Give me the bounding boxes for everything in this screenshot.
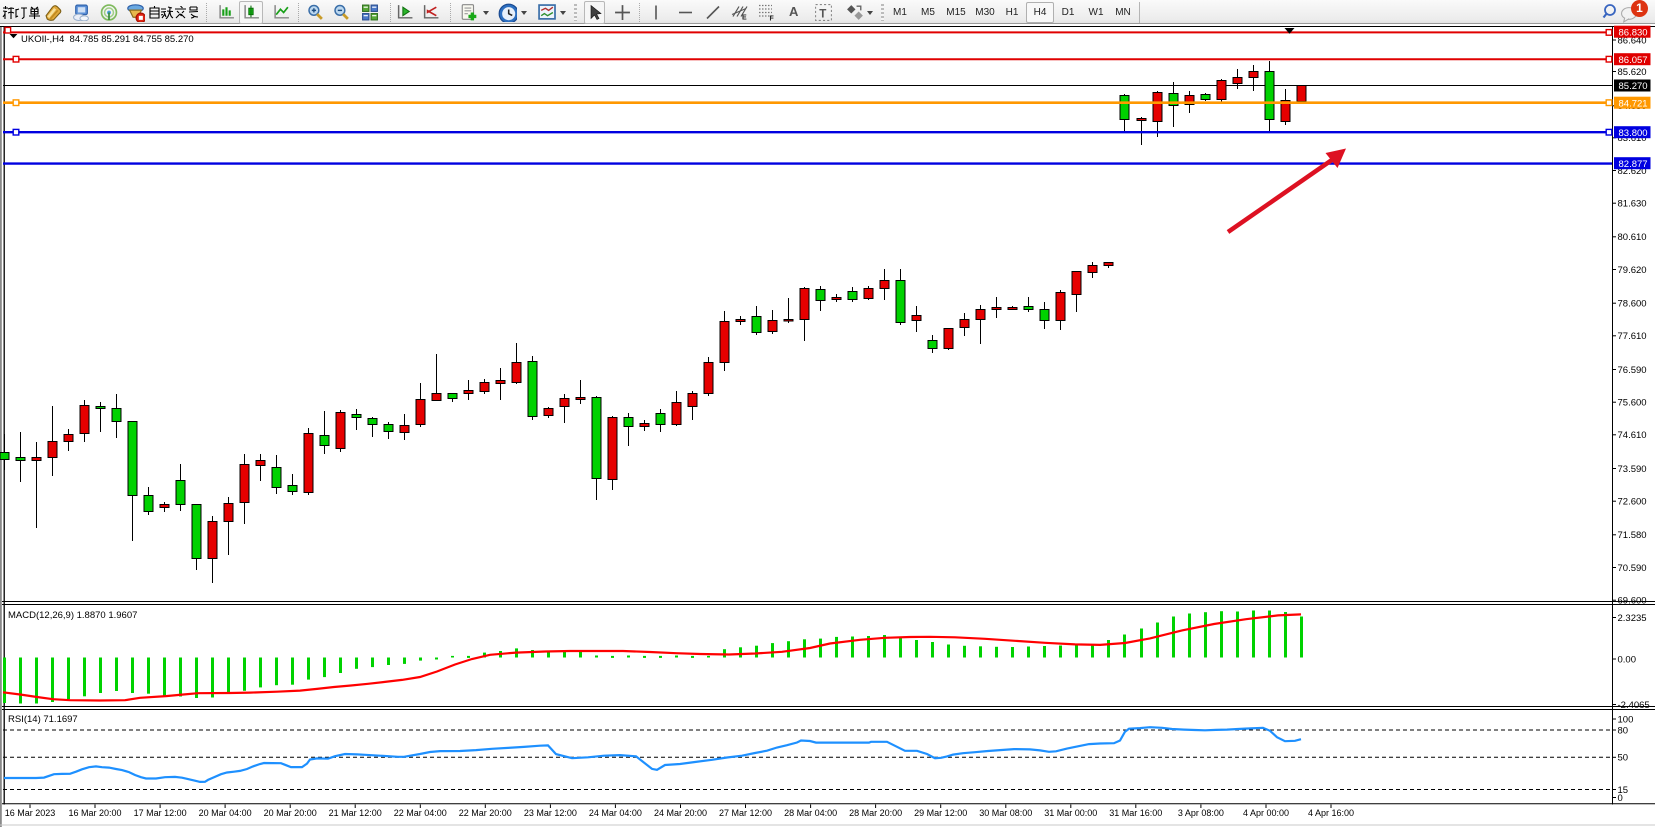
svg-text:50: 50	[1618, 753, 1629, 764]
svg-text:-2.4065: -2.4065	[1618, 700, 1650, 711]
svg-text:28 Mar 20:00: 28 Mar 20:00	[849, 808, 902, 818]
svg-text:79.620: 79.620	[1618, 265, 1647, 276]
svg-text:3 Apr 08:00: 3 Apr 08:00	[1178, 808, 1224, 818]
svg-text:28 Mar 04:00: 28 Mar 04:00	[784, 808, 837, 818]
svg-text:71.580: 71.580	[1618, 530, 1647, 541]
svg-text:23 Mar 12:00: 23 Mar 12:00	[524, 808, 577, 818]
svg-text:82.620: 82.620	[1618, 166, 1647, 177]
svg-text:72.600: 72.600	[1618, 497, 1647, 508]
svg-text:76.590: 76.590	[1618, 365, 1647, 376]
svg-text:100: 100	[1618, 714, 1634, 725]
svg-text:21 Mar 12:00: 21 Mar 12:00	[329, 808, 382, 818]
svg-text:84.721: 84.721	[1619, 98, 1648, 109]
svg-text:70.590: 70.590	[1618, 563, 1647, 574]
svg-text:82.877: 82.877	[1619, 159, 1648, 170]
svg-text:0.00: 0.00	[1618, 654, 1637, 665]
svg-text:31 Mar 00:00: 31 Mar 00:00	[1044, 808, 1097, 818]
svg-text:UKOIl-,H4 84.785 85.291 84.75: UKOIl-,H4 84.785 85.291 84.755 85.270	[21, 34, 194, 45]
svg-text:15: 15	[1618, 785, 1629, 796]
svg-text:85.270: 85.270	[1619, 81, 1648, 92]
svg-text:30 Mar 08:00: 30 Mar 08:00	[979, 808, 1032, 818]
svg-text:31 Mar 16:00: 31 Mar 16:00	[1109, 808, 1162, 818]
svg-text:86.057: 86.057	[1619, 55, 1648, 66]
svg-text:RSI(14) 71.1697: RSI(14) 71.1697	[8, 714, 78, 725]
svg-text:22 Mar 04:00: 22 Mar 04:00	[394, 808, 447, 818]
svg-text:27 Mar 12:00: 27 Mar 12:00	[719, 808, 772, 818]
svg-text:24 Mar 20:00: 24 Mar 20:00	[654, 808, 707, 818]
svg-text:80: 80	[1618, 725, 1629, 736]
svg-text:17 Mar 12:00: 17 Mar 12:00	[134, 808, 187, 818]
svg-text:16 Mar 2023: 16 Mar 2023	[5, 808, 56, 818]
svg-text:MACD(12,26,9) 1.8870 1.9607: MACD(12,26,9) 1.8870 1.9607	[8, 610, 137, 621]
svg-text:74.610: 74.610	[1618, 430, 1647, 441]
svg-text:83.800: 83.800	[1619, 128, 1648, 139]
svg-text:F: F	[770, 16, 775, 23]
svg-text:78.600: 78.600	[1618, 299, 1647, 310]
svg-text:20 Mar 04:00: 20 Mar 04:00	[199, 808, 252, 818]
svg-text:4 Apr 16:00: 4 Apr 16:00	[1308, 808, 1354, 818]
svg-text:4 Apr 00:00: 4 Apr 00:00	[1243, 808, 1289, 818]
svg-text:0: 0	[1618, 793, 1623, 804]
svg-text:85.620: 85.620	[1618, 67, 1647, 78]
svg-text:86.640: 86.640	[1618, 35, 1647, 46]
svg-text:29 Mar 12:00: 29 Mar 12:00	[914, 808, 967, 818]
svg-text:2.3235: 2.3235	[1618, 613, 1647, 624]
svg-text:83.610: 83.610	[1618, 133, 1647, 144]
svg-text:75.600: 75.600	[1618, 398, 1647, 409]
svg-text:22 Mar 20:00: 22 Mar 20:00	[459, 808, 512, 818]
svg-text:81.630: 81.630	[1618, 199, 1647, 210]
svg-text:80.610: 80.610	[1618, 232, 1647, 243]
svg-text:24 Mar 04:00: 24 Mar 04:00	[589, 808, 642, 818]
svg-text:T: T	[819, 7, 826, 20]
svg-text:16 Mar 20:00: 16 Mar 20:00	[68, 808, 121, 818]
svg-text:73.590: 73.590	[1618, 464, 1647, 475]
svg-text:86.830: 86.830	[1619, 27, 1648, 38]
svg-text:E: E	[742, 15, 747, 22]
svg-text:20 Mar 20:00: 20 Mar 20:00	[264, 808, 317, 818]
svg-text:77.610: 77.610	[1618, 331, 1647, 342]
svg-text:69.600: 69.600	[1618, 596, 1647, 607]
